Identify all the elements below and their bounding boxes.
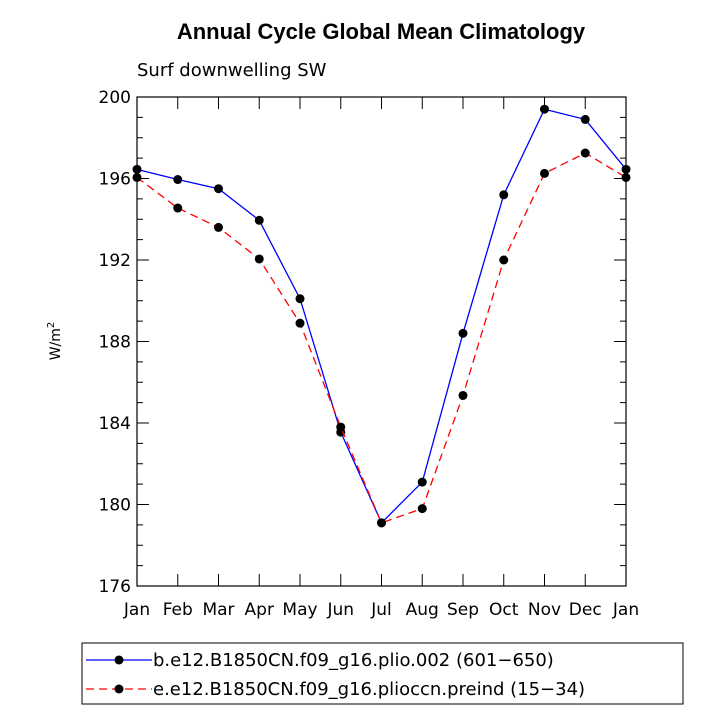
- x-tick-label: Apr: [245, 600, 274, 620]
- data-point: [214, 184, 223, 194]
- x-tick-label: Jan: [123, 600, 150, 620]
- legend-marker-2: [114, 684, 124, 694]
- data-point: [377, 518, 386, 528]
- y-tick-label: 176: [99, 577, 131, 597]
- data-point: [540, 104, 549, 114]
- x-tick-label: Mar: [202, 600, 234, 620]
- x-tick-label: Sep: [447, 600, 479, 620]
- legend-label-2: e.e12.B1850CN.f09_g16.plioccn.preind (15…: [153, 679, 585, 700]
- x-tick-label: Dec: [569, 600, 602, 620]
- data-point: [499, 255, 509, 265]
- series-line: [136, 152, 627, 524]
- data-point: [295, 318, 305, 328]
- x-tick-label: Jul: [370, 600, 392, 620]
- svg-text:W/m2: W/m2: [46, 322, 64, 361]
- data-point: [580, 114, 590, 124]
- data-point: [417, 477, 427, 487]
- x-tick-label: Jun: [326, 600, 354, 620]
- data-point: [458, 328, 468, 338]
- y-axis-label: W/m2: [46, 322, 64, 361]
- data-point: [254, 215, 264, 225]
- x-tick-label: Nov: [528, 600, 561, 620]
- y-axis-label-superscript: 2: [46, 322, 57, 328]
- x-tick-label: Feb: [163, 600, 193, 620]
- y-tick-labels: 176 180 184 188 192 196 200: [99, 88, 131, 597]
- series-2: [132, 148, 631, 528]
- data-point: [336, 422, 346, 432]
- chart-subtitle: Surf downwelling SW: [137, 60, 327, 81]
- y-tick-label: 196: [99, 170, 131, 190]
- legend: b.e12.B1850CN.f09_g16.plio.002 (601−650)…: [81, 642, 684, 705]
- data-point: [499, 190, 509, 200]
- data-point: [540, 168, 549, 178]
- data-point: [417, 504, 427, 514]
- plot-frame: [136, 96, 627, 587]
- y-tick-label: 180: [99, 496, 131, 516]
- data-point: [458, 390, 468, 400]
- axis-ticks: [136, 96, 627, 587]
- chart-title: Annual Cycle Global Mean Climatology: [177, 19, 586, 44]
- data-point: [254, 254, 264, 264]
- x-tick-labels: Jan Feb Mar Apr May Jun Jul Aug Sep Oct Nov Dec Jan: [123, 600, 639, 620]
- x-tick-label: Oct: [489, 600, 519, 620]
- data-point: [580, 148, 590, 158]
- y-axis-label-text: W/m: [48, 328, 64, 360]
- series-line: [136, 108, 627, 524]
- x-tick-label: Aug: [406, 600, 439, 620]
- data-point: [173, 203, 183, 213]
- y-tick-label: 200: [99, 88, 131, 108]
- y-tick-label: 192: [99, 251, 131, 271]
- data-point: [214, 222, 223, 232]
- data-point: [173, 175, 183, 185]
- legend-marker-1: [114, 655, 124, 665]
- x-tick-label: May: [282, 600, 317, 620]
- legend-label-1: b.e12.B1850CN.f09_g16.plio.002 (601−650): [153, 650, 554, 671]
- series-layer: [132, 104, 631, 528]
- x-tick-label: Jan: [612, 600, 639, 620]
- legend-entries: b.e12.B1850CN.f09_g16.plio.002 (601−650)…: [86, 650, 585, 700]
- y-tick-label: 184: [99, 414, 131, 434]
- legend-box: [81, 642, 684, 705]
- y-tick-label: 188: [99, 333, 131, 353]
- data-point: [295, 294, 305, 304]
